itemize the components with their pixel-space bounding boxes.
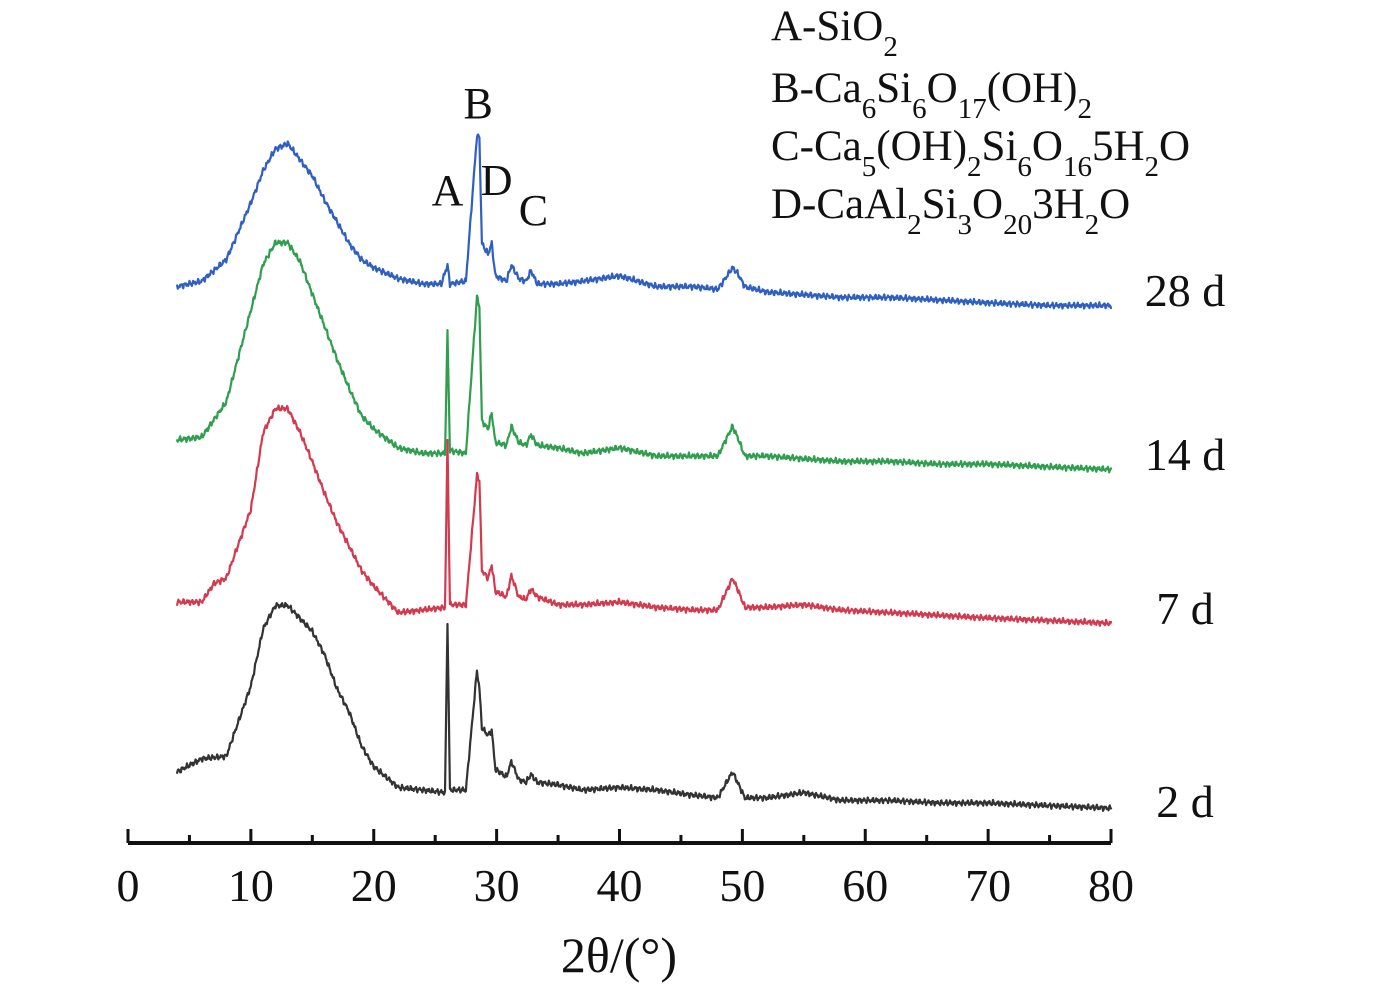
legend-entry-C: C-Ca5(OH)2Si6O165H2O	[771, 123, 1190, 183]
series-labels: 28 d 14 d 7 d 2 d	[1145, 265, 1226, 827]
series-label-7-d: 7 d	[1156, 583, 1214, 634]
x-tick-label: 30	[474, 860, 520, 911]
series-line-7-d	[176, 404, 1113, 627]
x-tick-label: 60	[842, 860, 888, 911]
legend-entry-A: A-SiO2	[771, 3, 898, 63]
series-line-28-d	[176, 133, 1113, 310]
x-tick-label: 70	[965, 860, 1011, 911]
series-group	[176, 133, 1113, 812]
x-axis-title: 2θ/(°)	[561, 927, 677, 983]
x-tick-label: 10	[228, 860, 274, 911]
x-tick-label: 20	[351, 860, 397, 911]
x-tick-label: 0	[117, 860, 140, 911]
legend: A-SiO2B-Ca6Si6O17(OH)2C-Ca5(OH)2Si6O165H…	[771, 3, 1190, 241]
series-label-14-d: 14 d	[1145, 429, 1226, 480]
peak-label-C: C	[519, 186, 548, 235]
x-axis: 0 10 20 30 40 50 60 70 80	[117, 829, 1134, 911]
x-tick-label: 50	[719, 860, 765, 911]
peak-label-A: A	[432, 166, 464, 215]
series-label-28-d: 28 d	[1145, 265, 1226, 316]
series-line-14-d	[176, 239, 1113, 474]
legend-entry-D: D-CaAl2Si3O203H2O	[771, 181, 1130, 241]
x-tick-label: 80	[1088, 860, 1134, 911]
x-tick-label: 40	[597, 860, 643, 911]
peak-label-D: D	[481, 156, 513, 205]
series-label-2-d: 2 d	[1156, 776, 1214, 827]
legend-entry-B: B-Ca6Si6O17(OH)2	[771, 65, 1092, 125]
series-line-2-d	[176, 601, 1113, 812]
peak-label-B: B	[464, 79, 493, 128]
